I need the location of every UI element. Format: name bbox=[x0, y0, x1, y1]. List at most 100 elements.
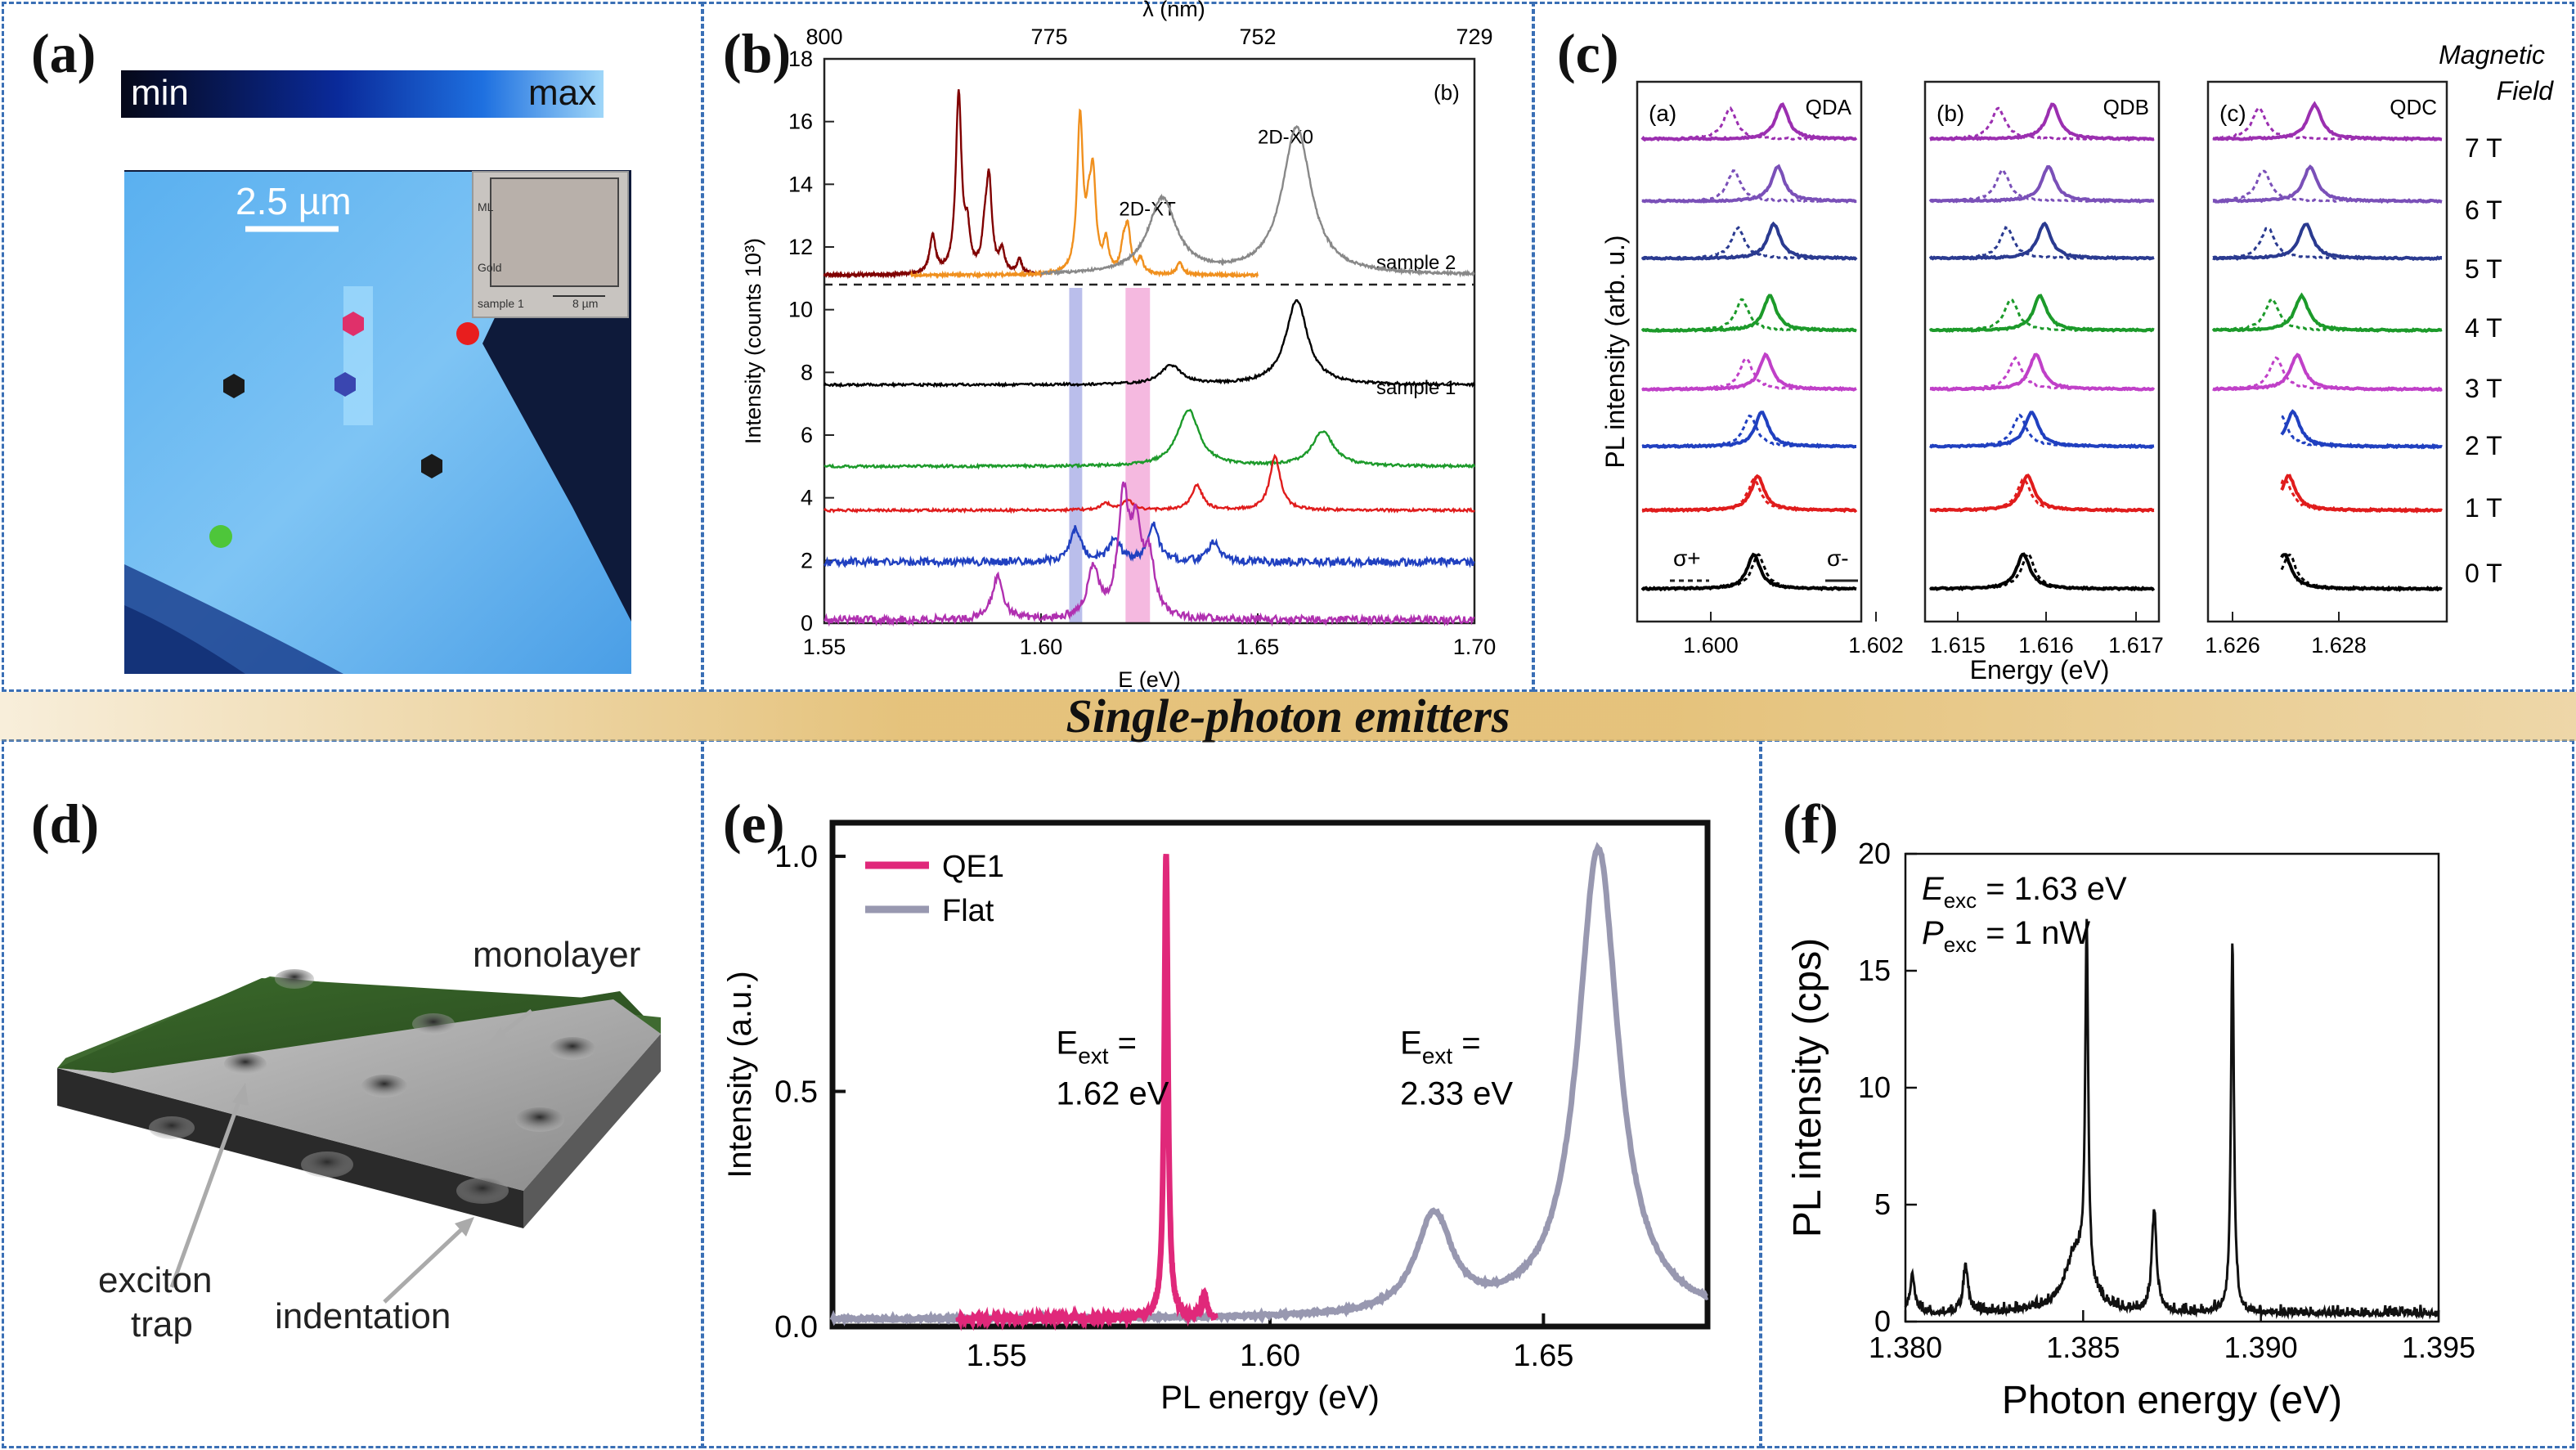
trace-solid bbox=[1928, 164, 2155, 204]
marker-3 bbox=[223, 374, 245, 398]
section-banner: Single-photon emitters bbox=[0, 692, 2576, 741]
y-axis-label: PL intensity (arb. u.) bbox=[1600, 235, 1630, 468]
x-tick-label: 1.380 bbox=[1869, 1331, 1942, 1364]
trace-solid bbox=[1641, 164, 1857, 204]
legend-line-0: Eexc = 1.63 eV bbox=[1922, 871, 2127, 913]
y-tick-label: 0 bbox=[1874, 1304, 1891, 1338]
legend-label-1: Flat bbox=[942, 894, 994, 928]
top-tick-label: 775 bbox=[1030, 25, 1067, 49]
marker-2 bbox=[334, 372, 356, 397]
trace-dotted bbox=[1641, 414, 1857, 449]
trace-solid bbox=[2212, 222, 2442, 262]
y-tick-label: 0.0 bbox=[774, 1310, 818, 1345]
inset-label-gold: Gold bbox=[478, 261, 502, 274]
x-tick-label: 1.60 bbox=[1240, 1339, 1300, 1373]
series-qe1 bbox=[955, 853, 1218, 1331]
y-tick-label: 20 bbox=[1858, 837, 1891, 870]
x-tick-label: 1.60 bbox=[1020, 635, 1063, 659]
y-tick-label: 10 bbox=[788, 298, 813, 322]
highlight-band-1 bbox=[1125, 288, 1151, 623]
series-1 bbox=[909, 108, 1259, 280]
x-tick-label: 1.55 bbox=[803, 635, 846, 659]
x-tick-label: 1.385 bbox=[2046, 1331, 2120, 1364]
panel-label-f: (f) bbox=[1783, 792, 1838, 855]
legend-line-1: Pexc = 1 nW bbox=[1922, 915, 2090, 957]
y-axis-label: PL intensity (cps) bbox=[1786, 938, 1829, 1237]
y-tick-label: 16 bbox=[788, 110, 813, 134]
subpanel-name-2: QDC bbox=[2390, 95, 2437, 119]
y-tick-label: 12 bbox=[788, 235, 813, 259]
trace-solid bbox=[1641, 411, 1856, 449]
subpanel-frame-0 bbox=[1636, 80, 1863, 623]
x-tick-label: 1.628 bbox=[2311, 633, 2367, 658]
x-tick-label: 1.617 bbox=[2108, 633, 2164, 658]
trace-dotted bbox=[1929, 413, 2155, 449]
trace-solid bbox=[2280, 409, 2443, 450]
x-tick-label: 1.616 bbox=[2018, 633, 2074, 658]
trace-solid bbox=[1928, 221, 2155, 261]
top-tick-label: 729 bbox=[1456, 25, 1492, 49]
y-tick-label: 18 bbox=[788, 47, 813, 71]
top-tick-label: 800 bbox=[806, 25, 842, 49]
series-5 bbox=[824, 453, 1475, 514]
monolayer-flake bbox=[124, 172, 631, 674]
field-label-4: 3 T bbox=[2465, 374, 2502, 403]
field-label-2: 5 T bbox=[2465, 254, 2502, 284]
colorbar bbox=[121, 70, 604, 118]
trace-dotted bbox=[1640, 553, 1856, 591]
inset-label-sample: sample 1 bbox=[478, 297, 524, 310]
trace-dotted bbox=[1640, 106, 1857, 141]
scale-bar-label: 2.5 µm bbox=[236, 180, 352, 222]
inset-label-scale: 8 µm bbox=[572, 297, 598, 310]
x-axis-label: E (eV) bbox=[1118, 667, 1181, 692]
trace-dotted bbox=[1641, 168, 1857, 204]
panel-e-chart: 1.55 1.60 1.65 0.0 0.5 1.0 PL energy (eV) Inten… bbox=[722, 819, 1711, 1416]
y-axis-label: Intensity (a.u.) bbox=[722, 971, 758, 1178]
x-tick-label: 1.626 bbox=[2205, 633, 2260, 658]
trace-dotted bbox=[1929, 106, 2155, 141]
trace-dotted bbox=[1930, 356, 2155, 392]
series-spectrum bbox=[1904, 918, 2440, 1320]
marker-5 bbox=[209, 525, 232, 548]
trace-solid bbox=[2212, 101, 2443, 142]
marker-1 bbox=[456, 322, 479, 345]
x-tick-label: 1.65 bbox=[1236, 635, 1280, 659]
trace-dotted bbox=[1929, 168, 2155, 204]
exciton-trap-label-1: exciton bbox=[98, 1260, 212, 1300]
trace-solid bbox=[2211, 292, 2443, 334]
plot-frame bbox=[823, 57, 1476, 625]
panel-a-map: min max 2.5 µm ML Gold sample 1 8 µm bbox=[121, 70, 631, 674]
series-4 bbox=[824, 408, 1476, 470]
subpanel-frame-2 bbox=[2206, 80, 2448, 623]
panel-c-chart: (a) QDA 1.600 1.602 σ+ σ- (b) QDB 1.615 1.616 1.61… bbox=[1600, 40, 2554, 685]
y-tick-label: 2 bbox=[801, 548, 813, 572]
y-tick-label: 10 bbox=[1858, 1071, 1891, 1104]
field-label-3: 4 T bbox=[2465, 313, 2502, 343]
indentation-label: indentation bbox=[275, 1296, 451, 1336]
trace-dotted bbox=[1929, 226, 2155, 261]
trace-dotted bbox=[2212, 227, 2443, 261]
marker-4 bbox=[421, 454, 442, 478]
top-axis-label: λ (nm) bbox=[1142, 0, 1205, 21]
trace-dotted bbox=[1641, 478, 1856, 513]
top-tick-label: 752 bbox=[1239, 25, 1276, 49]
panel-d-diagram: monolayer exciton trap indentation bbox=[57, 935, 661, 1345]
trace-solid bbox=[1929, 352, 2156, 392]
series-7 bbox=[824, 481, 1475, 627]
trace-dotted bbox=[1929, 551, 2155, 591]
annotation-1: 2D-X0 bbox=[1258, 127, 1313, 149]
series-3 bbox=[823, 299, 1476, 388]
trace-solid bbox=[2280, 553, 2443, 592]
trace-dotted bbox=[1640, 357, 1857, 392]
y-tick-label: 0 bbox=[801, 611, 813, 635]
panel-c-frame bbox=[1533, 2, 2574, 692]
trace-solid bbox=[1929, 294, 2155, 333]
marker-0 bbox=[343, 312, 364, 336]
annotation-0-line2: 1.62 eV bbox=[1057, 1076, 1169, 1112]
field-label-6: 1 T bbox=[2465, 493, 2502, 523]
panel-label-c: (c) bbox=[1557, 22, 1619, 84]
y-tick-label: 6 bbox=[801, 423, 813, 447]
y-tick-label: 1.0 bbox=[774, 840, 818, 874]
subpanel-tag-1: (b) bbox=[1936, 101, 1964, 126]
field-label-1: 6 T bbox=[2465, 195, 2502, 225]
